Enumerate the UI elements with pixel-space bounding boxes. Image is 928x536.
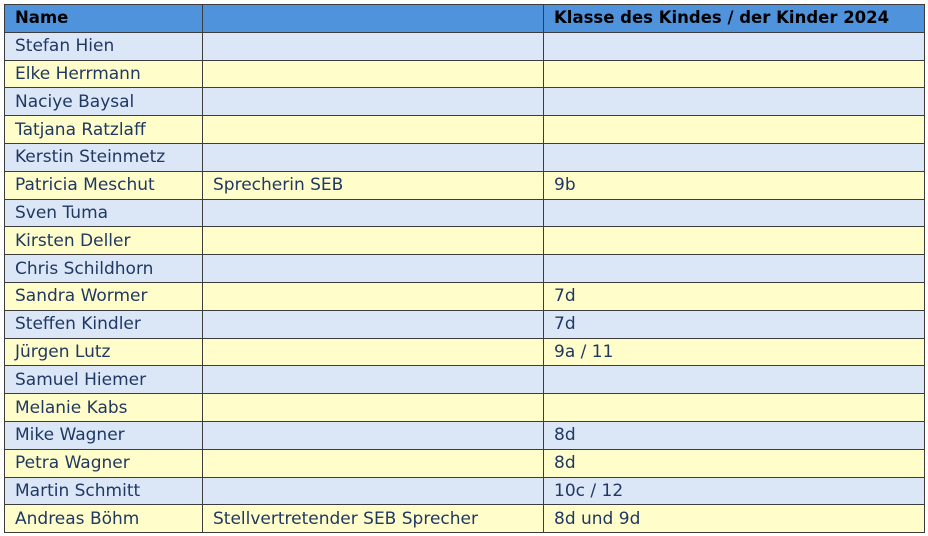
cell-name: Elke Herrmann [4, 59, 203, 89]
table-row: Martin Schmitt 10c / 12 [4, 476, 925, 506]
cell-role [202, 142, 544, 172]
cell-name: Kerstin Steinmetz [4, 142, 203, 172]
cell-name: Chris Schildhorn [4, 254, 203, 283]
header-class: Klasse des Kindes / der Kinder 2024 [543, 4, 925, 33]
cell-role: Sprecherin SEB [202, 170, 544, 200]
cell-name: Melanie Kabs [4, 393, 203, 422]
table-row: Steffen Kindler 7d [4, 309, 925, 339]
cell-class [543, 365, 925, 395]
cell-role: Stellvertretender SEB Sprecher [202, 504, 544, 534]
cell-name: Jürgen Lutz [4, 337, 203, 367]
header-row: Name Klasse des Kindes / der Kinder 2024 [4, 4, 925, 33]
cell-role [202, 476, 544, 506]
table-row: Elke Herrmann [4, 59, 925, 89]
cell-role [202, 309, 544, 339]
cell-name: Patricia Meschut [4, 170, 203, 200]
cell-name: Stefan Hien [4, 31, 203, 61]
table-row: Sandra Wormer 7d [4, 281, 925, 311]
cell-class: 8d und 9d [543, 504, 925, 534]
table-row: Samuel Hiemer [4, 365, 925, 395]
table-row: Kirsten Deller [4, 226, 925, 256]
table-row: Kerstin Steinmetz [4, 142, 925, 172]
cell-role [202, 281, 544, 311]
table-row: Patricia Meschut Sprecherin SEB 9b [4, 170, 925, 200]
cell-role [202, 226, 544, 256]
header-role [202, 4, 544, 33]
header-name: Name [4, 4, 203, 33]
cell-role [202, 31, 544, 61]
cell-class [543, 115, 925, 144]
cell-name: Tatjana Ratzlaff [4, 115, 203, 144]
cell-name: Samuel Hiemer [4, 365, 203, 395]
table-row: Sven Tuma [4, 198, 925, 228]
table-row: Jürgen Lutz 9a / 11 [4, 337, 925, 367]
table-row: Mike Wagner 8d [4, 420, 925, 450]
cell-role [202, 393, 544, 422]
table-body: Stefan Hien Elke Herrmann Naciye Baysal Tat… [4, 31, 925, 534]
cell-name: Martin Schmitt [4, 476, 203, 506]
cell-role [202, 59, 544, 89]
cell-role [202, 198, 544, 228]
cell-class: 7d [543, 309, 925, 339]
cell-class [543, 393, 925, 422]
cell-class [543, 198, 925, 228]
cell-class [543, 226, 925, 256]
seb-members-table: Name Klasse des Kindes / der Kinder 2024… [4, 4, 925, 534]
cell-class: 9b [543, 170, 925, 200]
cell-role [202, 87, 544, 117]
table-row: Andreas Böhm Stellvertretender SEB Sprech… [4, 504, 925, 534]
cell-role [202, 420, 544, 450]
cell-name: Andreas Böhm [4, 504, 203, 534]
table-row: Melanie Kabs [4, 393, 925, 422]
cell-name: Steffen Kindler [4, 309, 203, 339]
cell-role [202, 115, 544, 144]
cell-class: 7d [543, 281, 925, 311]
table-row: Chris Schildhorn [4, 254, 925, 283]
table-row: Naciye Baysal [4, 87, 925, 117]
cell-role [202, 254, 544, 283]
cell-class: 10c / 12 [543, 476, 925, 506]
cell-class: 8d [543, 448, 925, 478]
cell-class: 9a / 11 [543, 337, 925, 367]
cell-name: Sven Tuma [4, 198, 203, 228]
cell-class [543, 254, 925, 283]
cell-name: Sandra Wormer [4, 281, 203, 311]
table-row: Stefan Hien [4, 31, 925, 61]
cell-name: Mike Wagner [4, 420, 203, 450]
cell-name: Kirsten Deller [4, 226, 203, 256]
cell-name: Naciye Baysal [4, 87, 203, 117]
table-row: Petra Wagner 8d [4, 448, 925, 478]
cell-name: Petra Wagner [4, 448, 203, 478]
cell-class [543, 31, 925, 61]
cell-role [202, 448, 544, 478]
cell-class [543, 59, 925, 89]
table-container: Name Klasse des Kindes / der Kinder 2024… [4, 4, 925, 534]
cell-role [202, 365, 544, 395]
cell-class [543, 142, 925, 172]
cell-role [202, 337, 544, 367]
cell-class [543, 87, 925, 117]
cell-class: 8d [543, 420, 925, 450]
table-row: Tatjana Ratzlaff [4, 115, 925, 144]
